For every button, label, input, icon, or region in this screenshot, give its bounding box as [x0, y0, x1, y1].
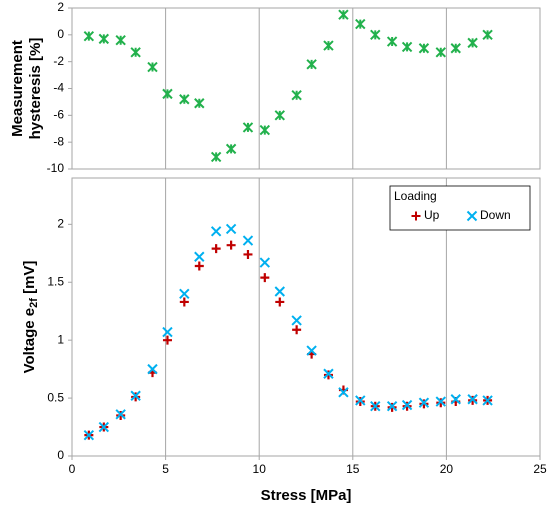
- marker: [275, 297, 285, 307]
- marker: [98, 421, 110, 433]
- marker: [162, 326, 173, 338]
- marker: [323, 40, 334, 51]
- marker: [194, 261, 204, 271]
- y-tick-label: 2: [57, 0, 64, 14]
- marker: [259, 257, 271, 268]
- legend-label: Down: [480, 208, 511, 222]
- marker: [162, 335, 172, 345]
- marker: [259, 124, 271, 136]
- x-tick-label: 10: [253, 462, 267, 476]
- marker: [355, 395, 366, 406]
- plot-frame: [71, 177, 541, 457]
- marker: [338, 9, 349, 20]
- marker: [323, 368, 334, 379]
- marker: [291, 315, 302, 326]
- marker: [115, 409, 126, 420]
- y-axis-label: Voltage e2f [mV]: [21, 261, 40, 374]
- x-tick-label: 20: [440, 462, 454, 476]
- marker: [450, 394, 461, 405]
- marker: [194, 98, 205, 109]
- marker: [482, 395, 493, 406]
- x-tick-label: 0: [69, 462, 76, 476]
- marker: [450, 43, 461, 54]
- marker: [130, 47, 141, 58]
- y-tick-label: -4: [53, 81, 64, 95]
- marker: [370, 400, 381, 412]
- marker: [83, 30, 95, 42]
- marker: [210, 151, 222, 163]
- x-tick-label: 15: [346, 462, 360, 476]
- marker: [386, 36, 398, 47]
- x-axis-label: Stress [MPa]: [261, 487, 352, 504]
- marker: [211, 244, 221, 254]
- marker: [242, 235, 254, 246]
- marker: [355, 18, 366, 30]
- marker: [179, 94, 190, 105]
- y-axis-label-part: 2f: [28, 298, 40, 308]
- marker: [210, 226, 222, 237]
- y-axis-label-part: [mV]: [21, 261, 38, 299]
- marker: [338, 387, 349, 398]
- y-tick-label: 2: [57, 217, 64, 231]
- marker: [435, 47, 446, 58]
- marker: [370, 29, 381, 41]
- y-axis-label: Measurement: [9, 40, 26, 137]
- marker: [306, 345, 317, 356]
- y-tick-label: 0: [57, 27, 64, 41]
- marker: [274, 110, 285, 121]
- marker: [306, 59, 317, 70]
- marker: [115, 34, 126, 46]
- marker: [226, 240, 236, 250]
- plot-frame: [71, 7, 541, 170]
- marker: [260, 273, 270, 283]
- y-tick-label: -10: [47, 161, 65, 175]
- marker: [482, 29, 493, 41]
- y-tick-label: 0.5: [47, 390, 64, 404]
- legend-title: Loading: [394, 189, 437, 203]
- marker: [225, 223, 237, 235]
- marker: [162, 88, 173, 100]
- y-tick-label: 0: [57, 448, 64, 462]
- y-tick-label: 1.5: [47, 274, 64, 288]
- marker: [291, 90, 302, 101]
- legend-marker: [466, 210, 478, 222]
- marker: [179, 288, 190, 300]
- marker: [274, 286, 285, 297]
- marker: [435, 396, 446, 407]
- marker: [83, 429, 95, 441]
- marker: [194, 251, 205, 262]
- marker: [147, 61, 158, 73]
- marker: [225, 143, 237, 155]
- marker: [130, 390, 141, 401]
- y-tick-label: -6: [53, 108, 64, 122]
- marker: [98, 33, 110, 45]
- x-tick-label: 5: [162, 462, 169, 476]
- y-axis-label-part: Voltage e: [21, 308, 38, 374]
- y-tick-label: -8: [53, 134, 64, 148]
- marker: [292, 325, 302, 335]
- y-tick-label: -2: [53, 54, 64, 68]
- marker: [243, 249, 253, 259]
- marker: [401, 399, 413, 411]
- marker: [242, 122, 254, 133]
- y-tick-label: 1: [57, 332, 64, 346]
- marker: [386, 400, 398, 412]
- marker: [418, 43, 430, 54]
- y-axis-label: hysteresis [%]: [27, 38, 44, 140]
- legend-box: [389, 185, 531, 231]
- marker: [467, 37, 478, 49]
- marker: [179, 297, 189, 307]
- marker: [467, 394, 478, 405]
- marker: [401, 41, 413, 53]
- legend-label: Up: [424, 208, 440, 222]
- marker: [418, 397, 430, 408]
- marker: [147, 363, 158, 375]
- x-tick-label: 25: [533, 462, 547, 476]
- legend-marker: [411, 211, 421, 221]
